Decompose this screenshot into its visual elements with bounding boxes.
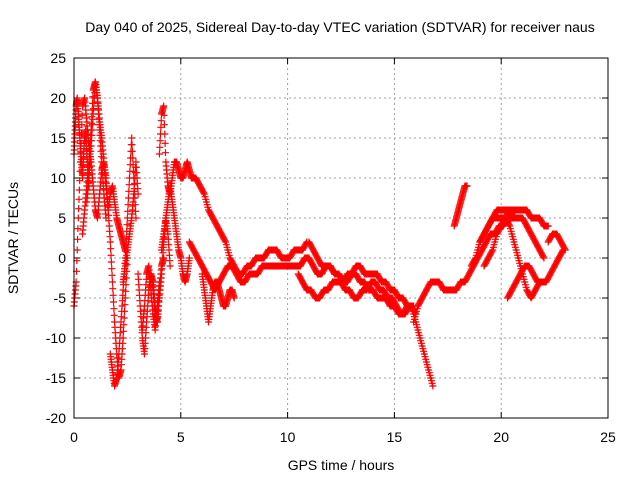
data-point [230, 294, 238, 302]
data-point [463, 182, 471, 190]
y-tick-label: 25 [50, 50, 66, 66]
x-tick-label: 0 [70, 429, 78, 445]
y-axis-label: SDTVAR / TECUs [5, 182, 21, 294]
data-point [107, 258, 115, 266]
plot-frame [73, 57, 609, 419]
data-point [488, 247, 496, 255]
y-tick-label: -5 [54, 290, 67, 306]
data-point [429, 382, 437, 390]
data-point [161, 149, 169, 157]
data-point [124, 207, 132, 215]
data-point [75, 195, 83, 203]
data-point [221, 237, 229, 245]
x-tick-label: 20 [493, 429, 509, 445]
x-tick-label: 25 [600, 429, 616, 445]
data-point [157, 117, 165, 125]
data-point [74, 225, 82, 233]
y-tick-label: 10 [50, 170, 66, 186]
data-point [73, 246, 81, 254]
y-tick-label: -15 [46, 370, 66, 386]
data-point [128, 141, 136, 149]
data-point [89, 93, 97, 101]
data-point [561, 245, 569, 253]
y-tick-label: 5 [58, 210, 66, 226]
data-point [75, 205, 83, 213]
data-point [119, 327, 127, 335]
data-point [87, 119, 95, 127]
data-point [75, 186, 83, 194]
y-tick-label: 20 [50, 90, 66, 106]
x-tick-label: 15 [387, 429, 403, 445]
data-point [129, 154, 137, 162]
data-point [108, 278, 116, 286]
data-point [123, 221, 131, 229]
data-point [128, 147, 136, 155]
data-point [539, 253, 547, 261]
data-point [156, 143, 164, 151]
data-point [128, 134, 136, 142]
data-point [110, 311, 118, 319]
data-point [166, 262, 174, 270]
data-point [109, 291, 117, 299]
data-point [544, 222, 552, 230]
data-point [471, 255, 479, 263]
data-point [161, 130, 169, 138]
data-point [108, 271, 116, 279]
y-tick-label: 15 [50, 130, 66, 146]
chart-title: Day 040 of 2025, Sidereal Day-to-day VTE… [85, 19, 594, 35]
data-point [132, 207, 140, 215]
data-point [74, 235, 82, 243]
data-point [200, 189, 208, 197]
data-point [540, 254, 548, 262]
data-point [561, 246, 569, 254]
data-point [110, 298, 118, 306]
axis-ticks: 0 5 10 15 20 25 -20 -15 -10 -5 0 5 10 15 20 25 [46, 50, 616, 445]
data-point [160, 102, 168, 110]
data-points [70, 78, 569, 390]
data-point [157, 123, 165, 131]
data-point [155, 150, 163, 158]
x-axis-label: GPS time / hours [288, 457, 395, 473]
data-point [106, 238, 114, 246]
data-point [108, 265, 116, 273]
data-point [161, 139, 169, 147]
y-tick-label: -20 [46, 410, 66, 426]
data-point [505, 221, 513, 229]
y-tick-label: -10 [46, 330, 66, 346]
y-tick-label: 0 [58, 250, 66, 266]
data-point [73, 257, 81, 265]
data-point [78, 111, 86, 119]
grid-lines [74, 58, 608, 418]
data-point [107, 251, 115, 259]
data-point [124, 201, 132, 209]
x-tick-label: 10 [280, 429, 296, 445]
data-point [185, 254, 193, 262]
data-point [160, 111, 168, 119]
data-point [134, 190, 142, 198]
data-point [160, 121, 168, 129]
data-point [110, 305, 118, 313]
data-point [156, 137, 164, 145]
data-point [109, 285, 117, 293]
data-point [88, 106, 96, 114]
x-tick-label: 5 [177, 429, 185, 445]
data-point [107, 245, 115, 253]
